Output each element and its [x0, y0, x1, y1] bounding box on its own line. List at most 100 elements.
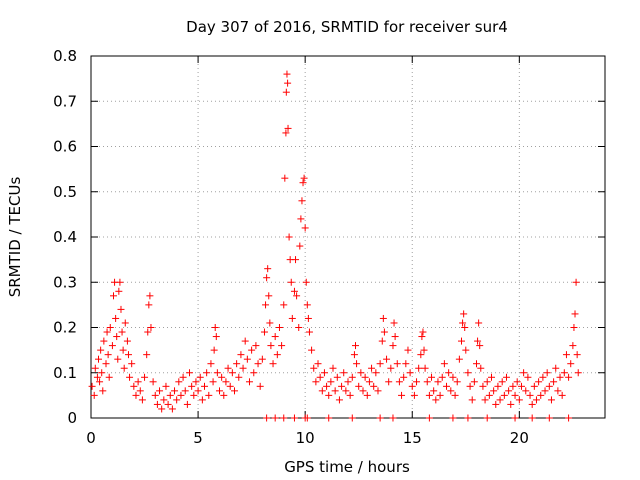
data-point: [522, 387, 530, 395]
data-point: [104, 351, 112, 359]
y-tick-label: 0.8: [53, 47, 77, 65]
data-point: [143, 351, 151, 359]
data-point: [207, 360, 215, 368]
data-point: [243, 355, 251, 363]
data-point: [124, 351, 132, 359]
data-point: [97, 346, 105, 354]
data-point: [507, 400, 515, 408]
chart-title: Day 307 of 2016, SRMTID for receiver sur…: [186, 18, 508, 36]
data-point: [383, 355, 391, 363]
data-point: [524, 373, 532, 381]
data-point: [390, 319, 398, 327]
data-point: [470, 378, 478, 386]
data-point: [105, 373, 113, 381]
data-point: [164, 400, 172, 408]
data-point: [123, 337, 131, 345]
data-point: [331, 387, 339, 395]
data-point: [115, 287, 123, 295]
data-point: [421, 364, 429, 372]
data-point: [554, 387, 562, 395]
data-point-zero: [271, 414, 279, 422]
data-point: [109, 292, 117, 300]
data-point: [535, 378, 543, 386]
data-point: [340, 369, 348, 377]
data-point: [449, 373, 457, 381]
data-point: [293, 292, 301, 300]
data-point: [168, 405, 176, 413]
data-point: [346, 391, 354, 399]
data-point: [102, 360, 110, 368]
data-point: [385, 378, 393, 386]
data-point: [103, 328, 111, 336]
data-point: [526, 391, 534, 399]
data-point: [265, 292, 273, 300]
data-point-zero: [464, 414, 472, 422]
data-point: [420, 346, 428, 354]
y-tick-label: 0.6: [53, 138, 77, 156]
data-point: [353, 360, 361, 368]
data-point: [537, 391, 545, 399]
data-point: [171, 387, 179, 395]
data-point: [267, 342, 275, 350]
data-point: [372, 369, 380, 377]
data-point: [547, 396, 555, 404]
x-tick-label: 15: [403, 429, 422, 447]
data-point: [288, 314, 296, 322]
data-point: [126, 373, 134, 381]
data-point: [203, 369, 211, 377]
data-point-zero: [280, 414, 288, 422]
data-point: [252, 342, 260, 350]
data-point: [210, 346, 218, 354]
data-point: [571, 310, 579, 318]
data-point: [100, 337, 108, 345]
data-point-zero: [425, 414, 433, 422]
data-point: [517, 382, 525, 390]
data-point: [532, 396, 540, 404]
data-point: [224, 364, 232, 372]
x-axis-title: GPS time / hours: [284, 458, 410, 476]
data-point: [492, 400, 500, 408]
y-tick-label: 0.2: [53, 319, 77, 337]
data-point: [520, 369, 528, 377]
data-point: [112, 314, 120, 322]
data-point: [395, 378, 403, 386]
data-point: [145, 301, 153, 309]
data-point-zero: [528, 414, 536, 422]
data-point: [348, 373, 356, 381]
data-point: [117, 305, 125, 313]
y-tick-label: 0.1: [53, 364, 77, 382]
data-point: [481, 396, 489, 404]
data-point: [475, 319, 483, 327]
data-point: [528, 400, 536, 408]
data-point: [374, 387, 382, 395]
data-point: [550, 378, 558, 386]
data-point: [237, 351, 245, 359]
data-point-zero: [325, 414, 333, 422]
data-point: [567, 360, 575, 368]
data-point: [432, 396, 440, 404]
data-point: [273, 351, 281, 359]
data-point: [487, 373, 495, 381]
data-point: [539, 373, 547, 381]
y-axis-title: SRMTID / TECUs: [6, 177, 24, 298]
data-point: [440, 360, 448, 368]
y-tick-label: 0.3: [53, 273, 77, 291]
data-point: [173, 396, 181, 404]
data-point: [175, 378, 183, 386]
data-point: [513, 378, 521, 386]
data-point: [419, 328, 427, 336]
data-point-zero: [565, 414, 573, 422]
data-point: [211, 324, 219, 331]
data-point: [357, 369, 365, 377]
data-point: [455, 355, 463, 363]
data-point: [153, 400, 161, 408]
data-point: [256, 382, 264, 390]
data-point: [260, 328, 268, 336]
data-point: [146, 292, 154, 300]
data-point: [430, 387, 438, 395]
data-point: [128, 360, 136, 368]
data-point: [144, 328, 152, 336]
data-point: [269, 360, 277, 368]
data-point: [90, 391, 98, 399]
data-point: [305, 328, 313, 336]
